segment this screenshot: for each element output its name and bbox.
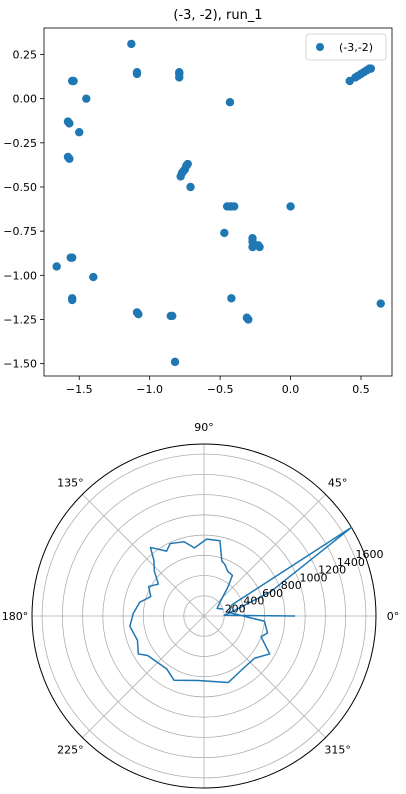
scatter-point [227,294,236,303]
x-tick-label: −0.5 [207,383,234,396]
y-tick-label: −0.50 [3,181,37,194]
radial-tick-label: 200 [225,602,246,615]
angle-tick-label: 225° [57,744,84,757]
scatter-point [127,39,136,49]
scatter-point [168,311,177,321]
angle-tick-label: 0° [387,610,400,623]
scatter-point [255,242,264,252]
scatter-point [132,69,142,79]
legend-box [305,33,387,61]
scatter-plot-area [43,27,393,377]
angle-tick-label: 45° [328,476,348,489]
scatter-point [186,182,195,192]
scatter-point [244,315,253,324]
scatter-legend: (-3,-2) [305,33,387,61]
scatter-point [75,128,84,137]
scatter-point [170,357,180,367]
x-tick-label: 0.5 [352,383,370,396]
angular-grid-line [82,494,205,617]
scatter-point [225,97,235,107]
scatter-point [89,272,98,282]
scatter-point [286,202,295,211]
angle-tick-label: 135° [57,476,84,489]
x-tick-label: 0.0 [282,383,300,396]
scatter-point [134,309,143,319]
radial-tick-label: 800 [281,579,302,592]
scatter-title: (-3, -2), run_1 [173,8,262,23]
legend-label: (-3,-2) [339,41,373,54]
radial-tick-label: 600 [262,587,283,600]
x-tick-label: −1.5 [66,383,93,396]
polar-chart: 0°45°90°135°180°225°270°315°200400600800… [2,421,400,789]
angular-grid-line [203,615,326,738]
radial-tick-label: 400 [243,595,264,608]
polar-series-line [129,526,353,684]
y-tick-label: 0.00 [13,93,38,106]
y-tick-label: 0.25 [13,48,38,61]
scatter-point [52,262,61,271]
radial-tick-label: 1200 [318,564,346,577]
scatter-point [376,299,385,308]
scatter-point [69,76,78,86]
scatter-point [183,159,192,169]
polar-outer-ring [31,443,377,789]
scatter-point [67,295,77,305]
radial-tick-label: 1000 [299,571,327,584]
angular-grid-line [203,494,326,617]
angle-tick-label: 315° [324,744,351,757]
scatter-point [366,64,376,73]
angle-tick-label: 180° [2,610,29,623]
radial-tick-label: 1600 [356,548,384,561]
y-tick-label: −0.25 [3,137,37,150]
radial-tick-label: 1400 [337,556,365,569]
legend-marker [316,43,324,51]
scatter-point [175,73,184,82]
scatter-point [67,253,77,262]
angular-grid-line [82,615,205,738]
scatter-point [82,94,91,103]
y-tick-label: −1.50 [3,358,37,371]
angle-tick-label: 90° [194,421,214,434]
y-tick-label: −0.75 [3,225,37,238]
x-tick-label: −1.0 [136,383,163,396]
scatter-point [65,154,74,163]
scatter-point [230,202,239,211]
scatter-point [65,119,74,128]
y-tick-label: −1.00 [3,269,37,282]
y-tick-label: −1.25 [3,313,37,326]
scatter-chart: (-3, -2), run_1 −1.5 −1.0 −0.5 0.0 0.5 0.25 0.… [3,8,393,396]
scatter-point [220,228,229,238]
